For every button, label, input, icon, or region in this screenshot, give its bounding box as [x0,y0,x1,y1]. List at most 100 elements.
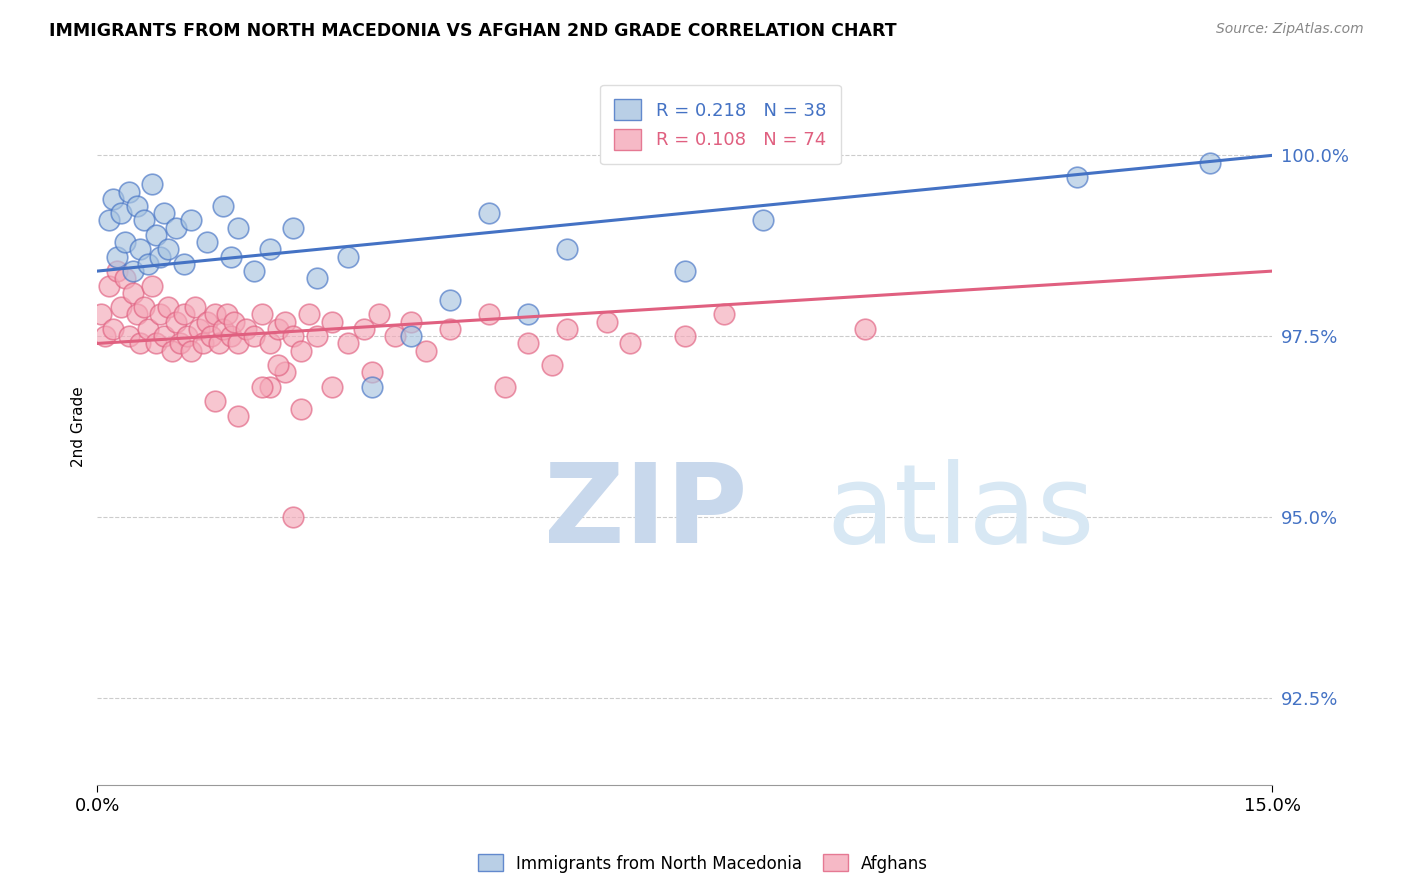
Point [129,243,152,257]
Text: ZIP: ZIP [544,459,747,566]
Point [439,322,461,336]
Point [228,336,250,351]
Point [211,199,233,213]
Point [283,329,305,343]
Point [98,213,121,227]
Point [219,329,242,343]
Text: atlas: atlas [825,459,1094,566]
Point [224,315,246,329]
Point [266,358,288,372]
Point [368,308,391,322]
Point [121,285,143,300]
Point [191,336,214,351]
Point [243,264,266,278]
Point [853,322,876,336]
Point [141,178,163,192]
Point [180,213,202,227]
Point [321,315,343,329]
Point [360,365,382,379]
Point [619,336,641,351]
Point [557,243,579,257]
Point [517,308,540,322]
Point [180,343,202,358]
Point [134,300,156,314]
Point [129,336,152,351]
Point [204,394,226,409]
Point [101,192,124,206]
Point [165,315,187,329]
Point [176,329,198,343]
Point [156,243,179,257]
Point [173,308,195,322]
Point [305,329,328,343]
Text: IMMIGRANTS FROM NORTH MACEDONIA VS AFGHAN 2ND GRADE CORRELATION CHART: IMMIGRANTS FROM NORTH MACEDONIA VS AFGHA… [49,22,897,40]
Point [228,409,250,423]
Point [399,315,422,329]
Point [125,308,148,322]
Point [337,250,360,264]
Point [250,380,273,394]
Point [259,380,281,394]
Point [290,343,312,358]
Point [478,308,501,322]
Point [557,322,579,336]
Point [114,271,136,285]
Point [211,322,233,336]
Point [283,220,305,235]
Point [266,322,288,336]
Point [173,257,195,271]
Point [673,264,696,278]
Y-axis label: 2nd Grade: 2nd Grade [72,386,86,467]
Point [110,206,132,220]
Point [121,264,143,278]
Point [153,206,176,220]
Point [188,322,211,336]
Point [94,329,117,343]
Point [274,315,297,329]
Point [136,257,159,271]
Point [399,329,422,343]
Point [353,322,375,336]
Point [228,220,250,235]
Point [274,365,297,379]
Point [134,213,156,227]
Point [1198,155,1220,169]
Point [101,322,124,336]
Point [673,329,696,343]
Point [184,300,207,314]
Point [243,329,266,343]
Point [145,227,167,242]
Point [105,264,128,278]
Point [141,278,163,293]
Point [478,206,501,220]
Point [219,250,242,264]
Point [156,300,179,314]
Point [321,380,343,394]
Point [105,250,128,264]
Point [305,271,328,285]
Text: Source: ZipAtlas.com: Source: ZipAtlas.com [1216,22,1364,37]
Point [90,308,112,322]
Point [360,380,382,394]
Point [298,308,321,322]
Point [110,300,132,314]
Legend: Immigrants from North Macedonia, Afghans: Immigrants from North Macedonia, Afghans [471,847,935,880]
Point [259,243,281,257]
Point [439,293,461,307]
Point [259,336,281,351]
Legend: R = 0.218   N = 38, R = 0.108   N = 74: R = 0.218 N = 38, R = 0.108 N = 74 [600,85,841,164]
Point [235,322,257,336]
Point [125,199,148,213]
Point [415,343,437,358]
Point [118,329,141,343]
Point [494,380,516,394]
Point [195,315,218,329]
Point [200,329,222,343]
Point [204,308,226,322]
Point [540,358,562,372]
Point [136,322,159,336]
Point [752,213,775,227]
Point [713,308,735,322]
Point [149,250,172,264]
Point [118,185,141,199]
